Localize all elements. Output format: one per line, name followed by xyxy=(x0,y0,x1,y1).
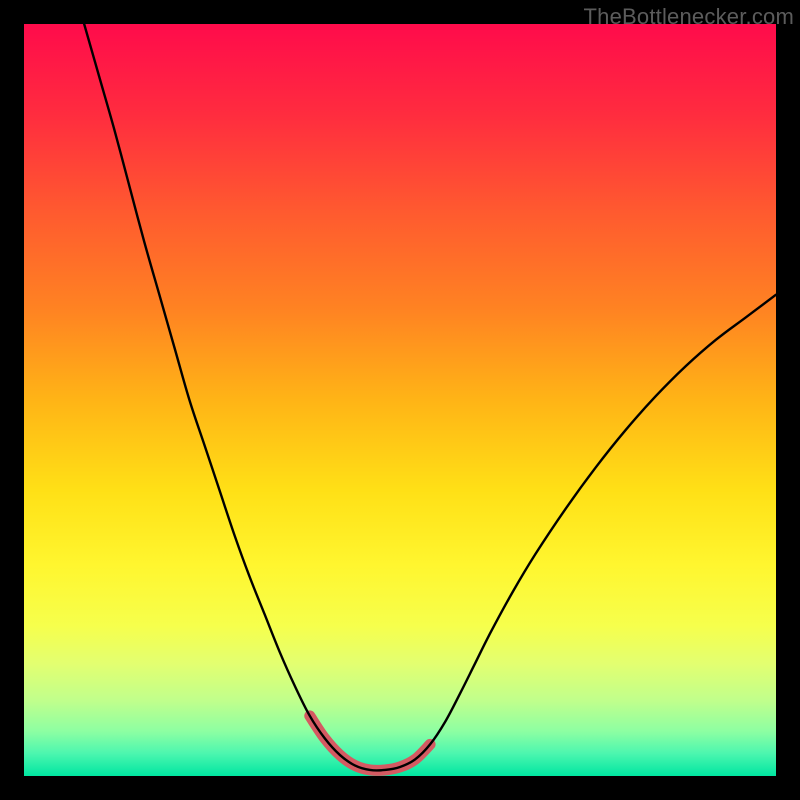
plot-gradient-background xyxy=(24,24,776,776)
bottleneck-chart xyxy=(0,0,800,800)
watermark-label: TheBottlenecker.com xyxy=(584,4,794,30)
chart-stage: TheBottlenecker.com xyxy=(0,0,800,800)
